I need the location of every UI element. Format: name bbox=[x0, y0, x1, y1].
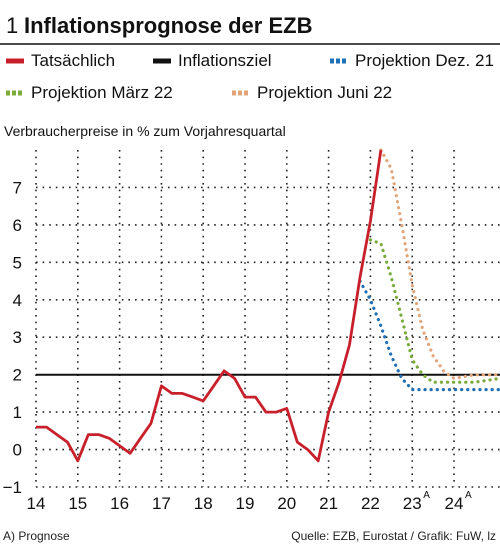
y-axis-label: Verbraucherpreise in % zum Vorjahresquar… bbox=[4, 123, 286, 139]
y-tick-label: 4 bbox=[13, 291, 22, 310]
x-tick-label: 19 bbox=[236, 494, 255, 513]
y-tick-label: 6 bbox=[13, 216, 22, 235]
legend: Tatsächlich Inflationsziel Projektion Dez.… bbox=[6, 51, 494, 102]
figure-number: 1 bbox=[6, 13, 18, 38]
legend-item-projektion-m-rz-22: Projektion März 22 bbox=[6, 83, 173, 102]
legend-item-projektion-juni-22: Projektion Juni 22 bbox=[232, 83, 392, 102]
y-tick-label: 7 bbox=[13, 178, 22, 197]
y-tick-label: 0 bbox=[13, 441, 22, 460]
legend-item-tats-chlich: Tatsächlich bbox=[6, 51, 115, 70]
series-line-tats-chlich bbox=[36, 149, 383, 463]
y-tick-label: 3 bbox=[13, 328, 22, 347]
y-tick-label: 2 bbox=[13, 366, 22, 385]
x-tick-label: 14 bbox=[27, 494, 46, 513]
legend-label: Projektion Dez. 21 bbox=[355, 51, 494, 70]
series-line-projektion-juni-22 bbox=[379, 148, 500, 380]
x-tick-label: 20 bbox=[277, 494, 296, 513]
source-credit: Quelle: EZB, Eurostat / Grafik: FuW, lz bbox=[291, 529, 496, 543]
legend-item-inflationsziel: Inflationsziel bbox=[153, 51, 272, 70]
y-ticks: −1 0 1 2 3 4 5 6 7 bbox=[3, 178, 22, 497]
x-tick-label: 17 bbox=[152, 494, 171, 513]
x-tick-label: 16 bbox=[110, 494, 129, 513]
x-tick-label: 15 bbox=[68, 494, 87, 513]
y-tick-label: 1 bbox=[13, 403, 22, 422]
forecast-marker: A bbox=[423, 490, 430, 501]
series-line-projektion-dez-21 bbox=[358, 279, 500, 392]
x-tick-label: 18 bbox=[194, 494, 213, 513]
series-line-projektion-m-rz-22 bbox=[368, 238, 500, 384]
footnote: A) Prognose bbox=[3, 529, 70, 543]
forecast-marker: A bbox=[465, 490, 472, 501]
x-ticks: 14 15 16 17 18 19 20 21 22 23 A 24 A bbox=[27, 490, 472, 513]
legend-label: Projektion Juni 22 bbox=[257, 83, 392, 102]
x-tick-label: 22 bbox=[361, 494, 380, 513]
y-tick-label: 5 bbox=[13, 253, 22, 272]
chart-title: Inflationsprognose der EZB bbox=[24, 13, 312, 38]
legend-item-projektion-dez-21: Projektion Dez. 21 bbox=[330, 51, 494, 70]
x-tick-label: 23 bbox=[403, 494, 422, 513]
x-tick-label: 24 bbox=[445, 494, 464, 513]
legend-label: Inflationsziel bbox=[178, 51, 272, 70]
legend-label: Tatsächlich bbox=[31, 51, 115, 70]
x-tick-label: 21 bbox=[319, 494, 338, 513]
legend-label: Projektion März 22 bbox=[31, 83, 173, 102]
series-layer bbox=[36, 148, 500, 463]
y-tick-label: −1 bbox=[3, 478, 22, 497]
